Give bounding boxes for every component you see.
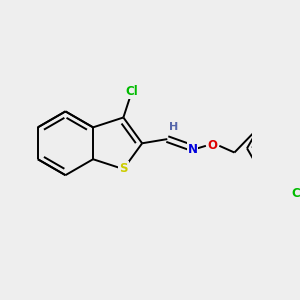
Text: Cl: Cl: [126, 85, 138, 98]
Text: N: N: [188, 143, 197, 156]
Text: O: O: [208, 139, 218, 152]
Text: H: H: [169, 122, 178, 132]
Text: S: S: [119, 162, 128, 175]
Text: Cl: Cl: [292, 187, 300, 200]
